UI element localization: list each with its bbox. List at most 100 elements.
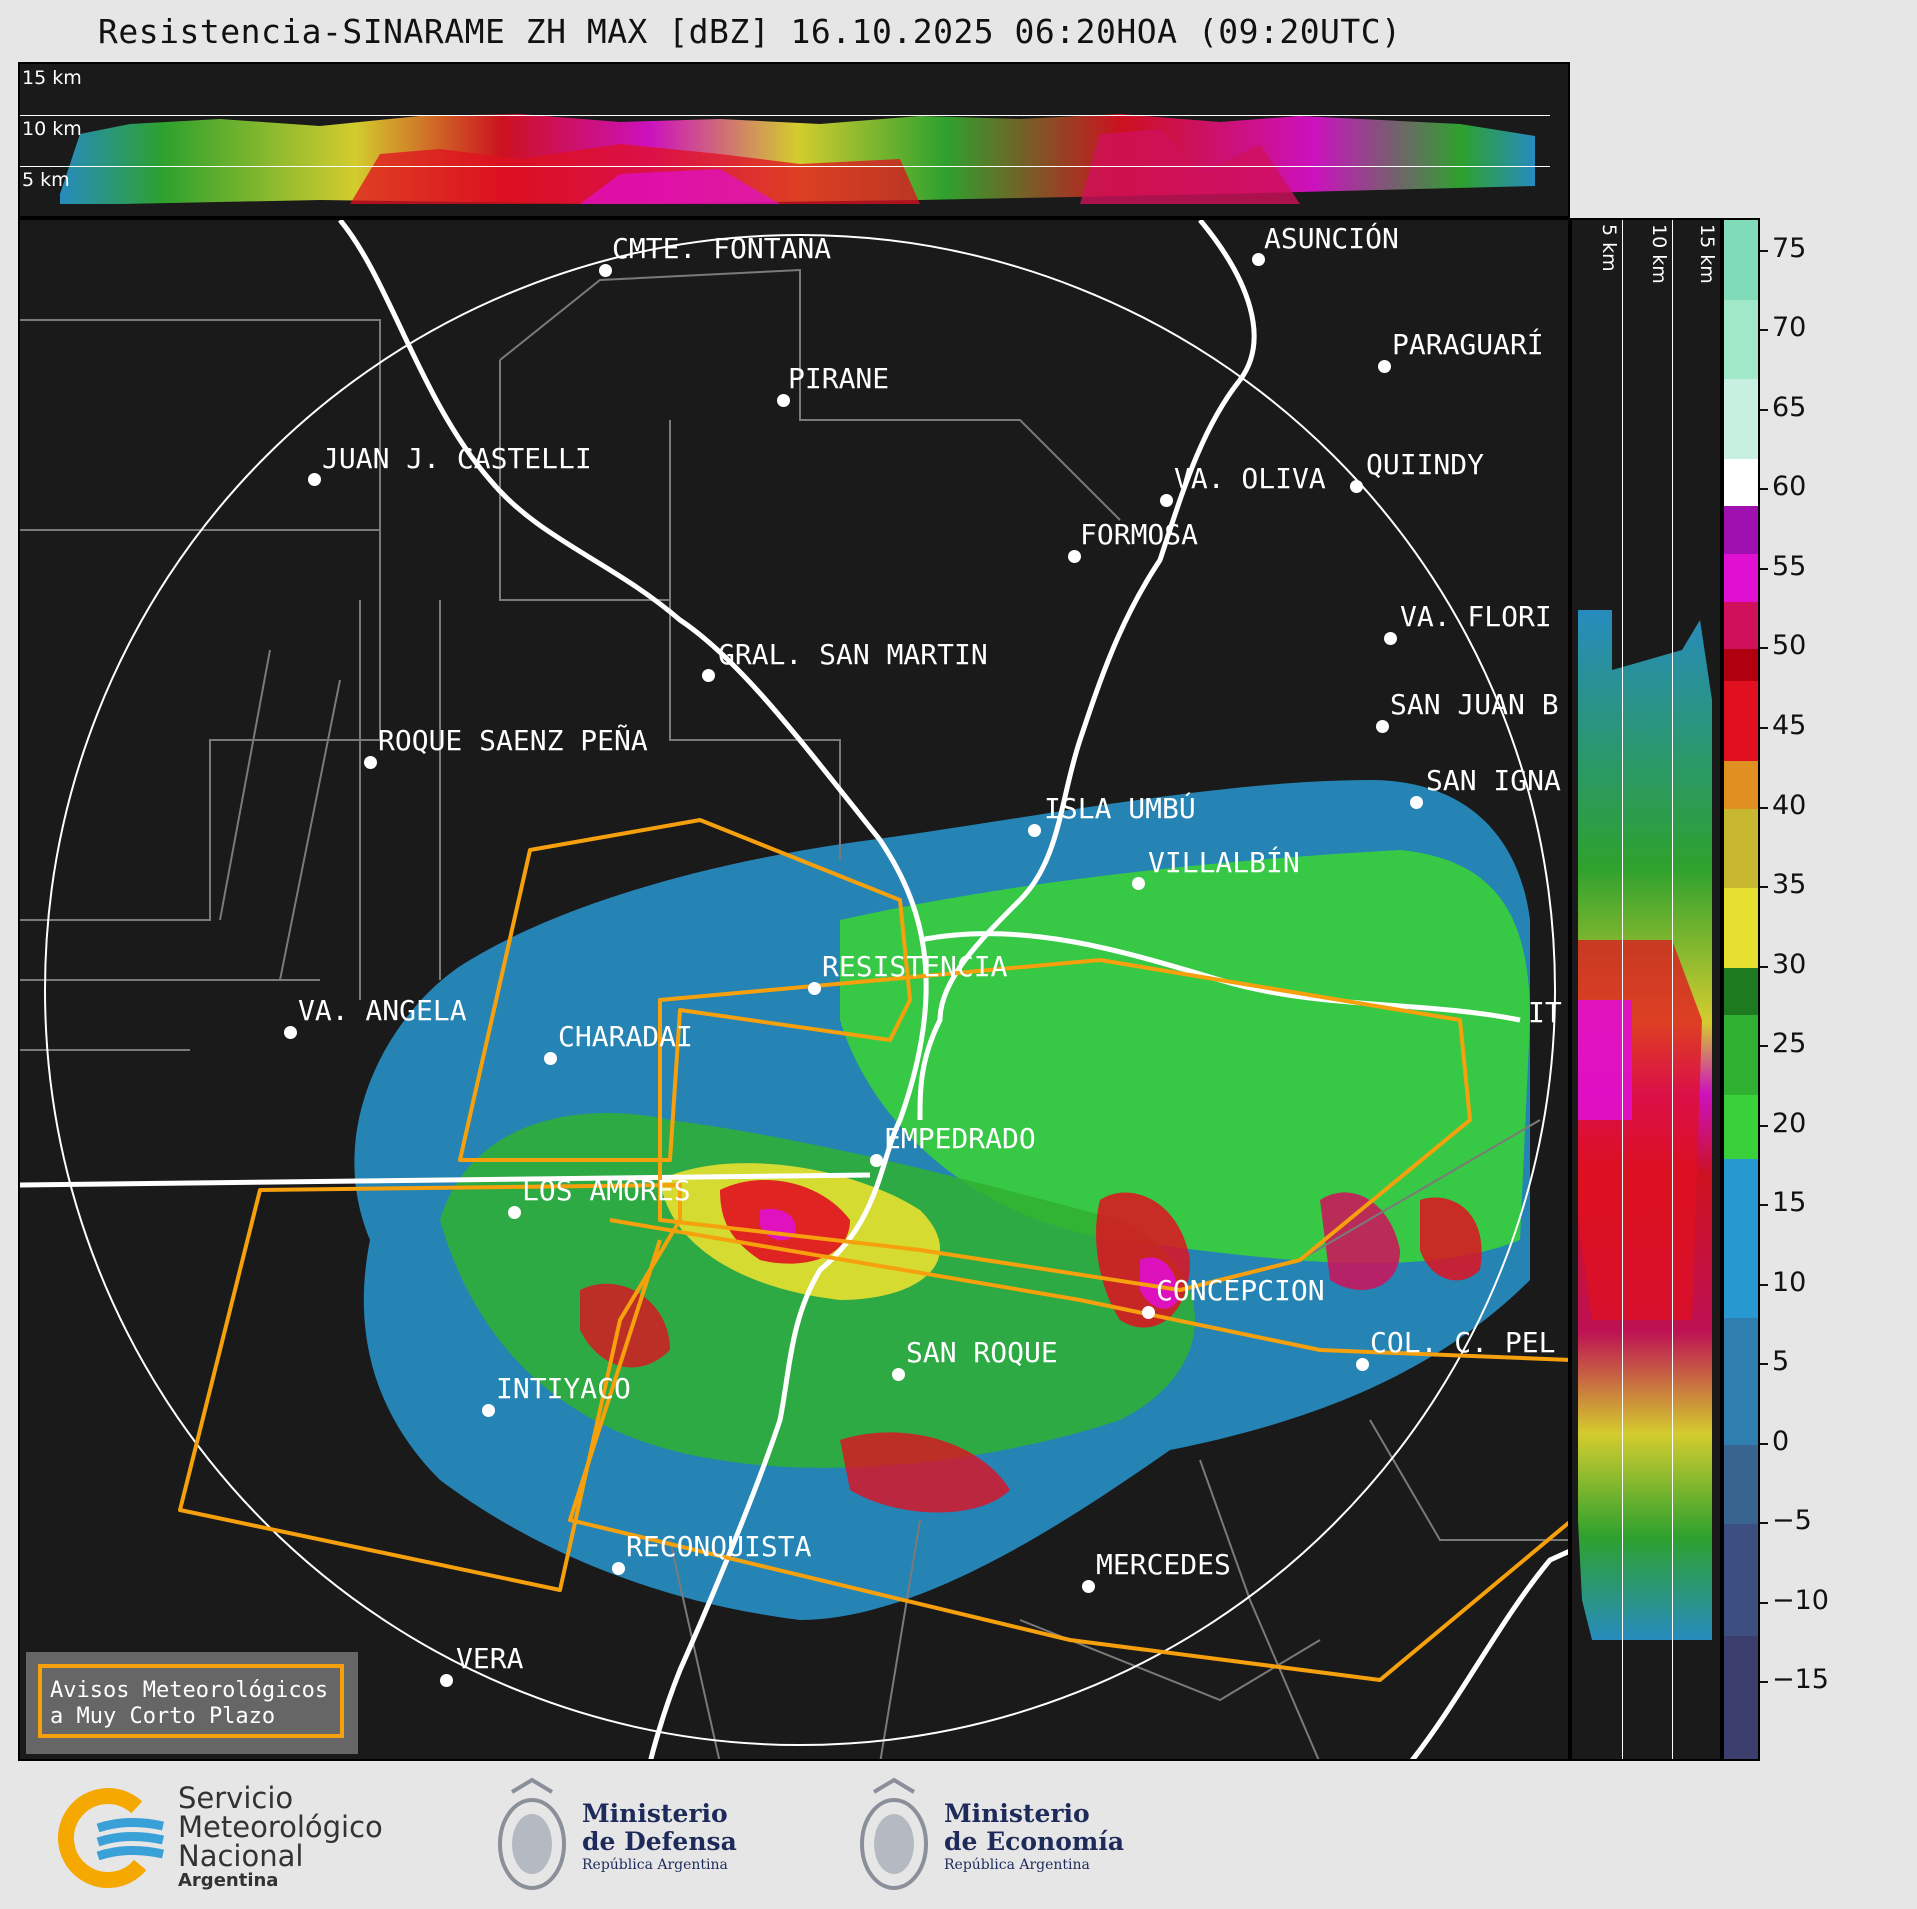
colorbar-segment xyxy=(1724,601,1758,650)
side-10km-gridline xyxy=(1672,220,1673,1759)
city-marker xyxy=(870,1154,883,1167)
radar-map-panel: CMTE. FONTANA ASUNCIÓN PIRANE PARAGUARÍ … xyxy=(18,218,1570,1761)
map-title: Resistencia-SINARAME ZH MAX [dBZ] 16.10.… xyxy=(98,12,1402,51)
smn-line-2: Meteorológico xyxy=(178,1810,383,1844)
defensa-logo-text: Ministerio de Defensa República Argentin… xyxy=(582,1800,737,1874)
city-label: VILLALBÍN xyxy=(1148,846,1300,879)
colorbar-tick-mark xyxy=(1760,329,1768,332)
colorbar-tick-mark xyxy=(1760,1601,1768,1604)
department-boundaries xyxy=(20,268,1568,1759)
city-label: FORMOSA xyxy=(1080,518,1199,551)
city-marker xyxy=(1082,1580,1095,1593)
colorbar-tick-label: 75 xyxy=(1772,232,1807,264)
economia-line-1: Ministerio xyxy=(944,1799,1090,1828)
smn-line-1: Servicio xyxy=(178,1781,294,1815)
legend-line-1: Avisos Meteorológicos xyxy=(50,1678,329,1703)
colorbar-tick-mark xyxy=(1760,1681,1768,1684)
city-marker xyxy=(308,473,321,486)
smn-line-3: Nacional xyxy=(178,1839,304,1873)
smn-logo xyxy=(58,1788,168,1888)
city-label: QUIINDY xyxy=(1366,448,1485,481)
city-marker xyxy=(1132,877,1145,890)
city-marker xyxy=(1068,550,1081,563)
colorbar-segment xyxy=(1724,220,1758,300)
top-height-label-15: 15 km xyxy=(22,67,82,89)
dbz-colorbar xyxy=(1722,218,1760,1761)
colorbar-segment xyxy=(1724,506,1758,555)
colorbar-tick-mark xyxy=(1760,727,1768,730)
colorbar-tick-mark xyxy=(1760,806,1768,809)
colorbar-segment xyxy=(1724,760,1758,809)
colorbar-tick-mark xyxy=(1760,886,1768,889)
city-marker xyxy=(702,669,715,682)
colorbar-segment xyxy=(1724,1015,1758,1095)
city-marker xyxy=(1410,796,1423,809)
radar-map-canvas xyxy=(20,220,1568,1759)
colorbar-tick-mark xyxy=(1760,1522,1768,1525)
city-label: ROQUE SAENZ PEÑA xyxy=(378,724,648,757)
colorbar-tick-label: −15 xyxy=(1772,1664,1829,1696)
colorbar-segment xyxy=(1724,1158,1758,1318)
city-marker xyxy=(777,394,790,407)
colorbar-tick-label: 35 xyxy=(1772,869,1807,901)
city-label: IT xyxy=(1528,996,1562,1029)
colorbar-tick-label: 60 xyxy=(1772,471,1807,503)
city-marker xyxy=(440,1674,453,1687)
colorbar-segment xyxy=(1724,1635,1758,1759)
defensa-line-1: Ministerio xyxy=(582,1799,728,1828)
colorbar-tick-mark xyxy=(1760,647,1768,650)
legend-line-2: a Muy Corto Plazo xyxy=(50,1704,276,1729)
city-marker xyxy=(1252,253,1265,266)
city-label: RESISTENCIA xyxy=(822,950,1008,983)
city-label: VA. OLIVA xyxy=(1174,462,1326,495)
defensa-line-3: República Argentina xyxy=(582,1857,728,1873)
city-marker xyxy=(612,1562,625,1575)
city-label: ASUNCIÓN xyxy=(1264,222,1399,255)
city-marker xyxy=(808,982,821,995)
top-height-label-5: 5 km xyxy=(22,169,70,191)
side-cross-section-panel: 5 km 10 km 15 km xyxy=(1570,218,1722,1761)
warnings-legend: Avisos Meteorológicos a Muy Corto Plazo xyxy=(26,1652,358,1754)
city-label: GRAL. SAN MARTIN xyxy=(718,638,988,671)
city-marker xyxy=(508,1206,521,1219)
colorbar-tick-label: 55 xyxy=(1772,550,1807,582)
city-label: VA. FLORI xyxy=(1400,600,1552,633)
side-height-label-10: 10 km xyxy=(1648,224,1670,284)
city-label: CONCEPCION xyxy=(1156,1274,1325,1307)
colorbar-segment xyxy=(1724,967,1758,1016)
colorbar-segment xyxy=(1724,458,1758,507)
top-cross-section-echoes xyxy=(60,114,1535,204)
city-label: JUAN J. CASTELLI xyxy=(322,442,592,475)
colorbar-tick-label: 30 xyxy=(1772,948,1807,980)
top-5km-gridline xyxy=(20,166,1550,167)
city-label: VERA xyxy=(456,1642,524,1675)
city-label: SAN IGNA xyxy=(1426,764,1561,797)
city-label: SAN ROQUE xyxy=(906,1336,1058,1369)
smn-logo-text: Servicio Meteorológico Nacional Argentin… xyxy=(178,1784,383,1891)
colorbar-segment xyxy=(1724,649,1758,682)
city-label: CMTE. FONTANA xyxy=(612,232,832,265)
colorbar-segment xyxy=(1724,299,1758,380)
colorbar-tick-mark xyxy=(1760,1204,1768,1207)
city-marker xyxy=(1160,494,1173,507)
city-marker xyxy=(1384,632,1397,645)
colorbar-tick-label: 15 xyxy=(1772,1187,1807,1219)
colorbar-tick-mark xyxy=(1760,408,1768,411)
city-marker xyxy=(892,1368,905,1381)
top-10km-gridline xyxy=(20,115,1550,116)
city-label: ISLA UMBÚ xyxy=(1044,792,1196,825)
colorbar-tick-mark xyxy=(1760,1045,1768,1048)
colorbar-tick-mark xyxy=(1760,488,1768,491)
top-cross-section-panel: 15 km 10 km 5 km xyxy=(18,62,1570,218)
city-label: EMPEDRADO xyxy=(884,1122,1036,1155)
side-5km-gridline xyxy=(1622,220,1623,1759)
city-label: RECONQUISTA xyxy=(626,1530,812,1563)
city-marker xyxy=(1350,480,1363,493)
colorbar-tick-mark xyxy=(1760,1124,1768,1127)
defensa-line-2: de Defensa xyxy=(582,1827,737,1856)
economia-logo-text: Ministerio de Economía República Argenti… xyxy=(944,1800,1124,1874)
colorbar-segment xyxy=(1724,888,1758,968)
city-label: VA. ANGELA xyxy=(298,994,467,1027)
legend-text: Avisos Meteorológicos a Muy Corto Plazo xyxy=(50,1678,328,1730)
economia-line-3: República Argentina xyxy=(944,1857,1090,1873)
